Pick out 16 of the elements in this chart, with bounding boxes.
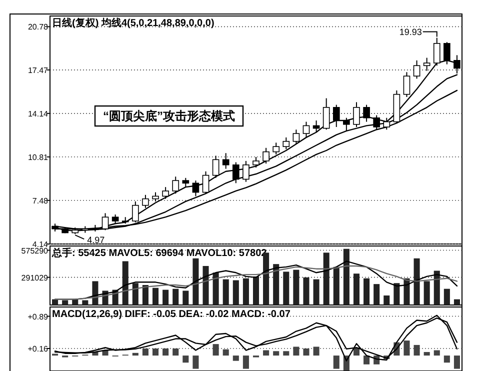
y-tick-label: 20.78 bbox=[28, 22, 49, 32]
chart-title: 日线(复权) 均线4(5,0,21,48,89,0,0,0) bbox=[52, 17, 214, 29]
annotation: 19.93 bbox=[399, 26, 422, 37]
annotation: “圆顶尖底”攻击形态模式 bbox=[103, 109, 235, 123]
chart-title: MACD(12,26,9) DIFF: -0.05 DEA: -0.02 MACD: -0.07 bbox=[52, 309, 291, 320]
y-tick-label: 10.81 bbox=[28, 152, 49, 162]
y-tick-label: 4.14 bbox=[32, 240, 49, 249]
y-tick-label: +0.16 bbox=[28, 344, 49, 354]
y-tick-label: +0.89 bbox=[28, 312, 49, 322]
y-tick-label: 291029 bbox=[21, 273, 49, 282]
y-tick-label: 7.48 bbox=[32, 196, 49, 206]
chart-title: 总手: 55425 MAVOL5: 69694 MAVOL10: 57802 bbox=[51, 247, 268, 259]
y-tick-label: 17.47 bbox=[28, 66, 49, 75]
annotation: 4.97 bbox=[87, 235, 105, 246]
y-tick-label: 575290 bbox=[21, 246, 49, 256]
y-tick-label: 14.14 bbox=[28, 109, 49, 118]
